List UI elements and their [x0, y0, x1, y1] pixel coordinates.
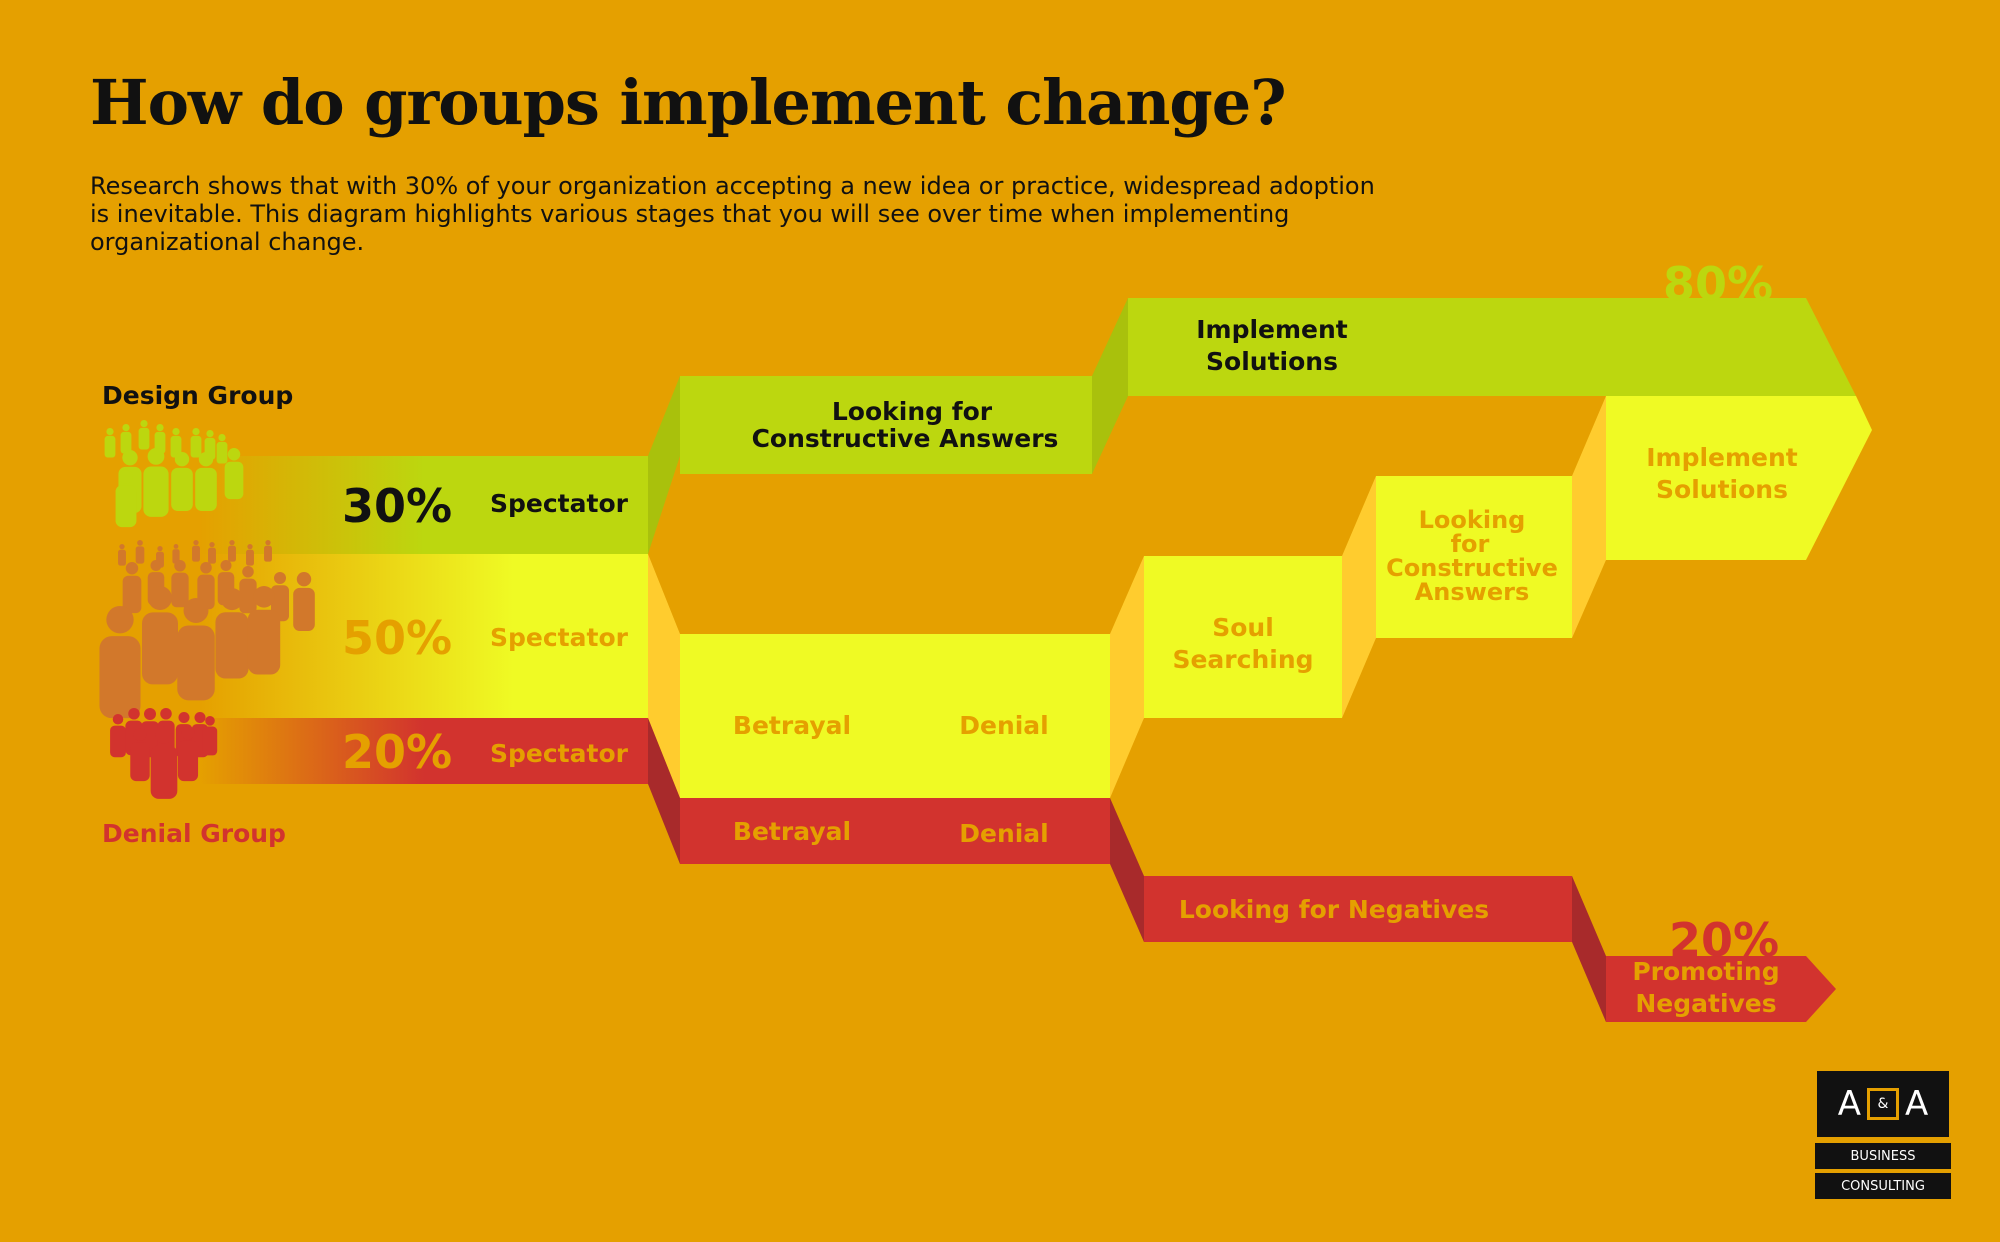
looking2-line4: Answers — [1415, 578, 1530, 606]
yellow-stage-betrayal-denial — [680, 634, 1110, 798]
logo-letter-left: A — [1837, 1084, 1861, 1124]
looking2-line3: Constructive — [1386, 554, 1558, 582]
red-betrayal-label: Betrayal — [733, 817, 851, 846]
yellow-start-label: Spectator — [490, 623, 629, 652]
yellow-stage-soul — [1144, 556, 1342, 718]
logo-ampersand: & — [1867, 1088, 1899, 1120]
red-stage-negatives — [1144, 876, 1572, 942]
green-start-pct: 30% — [342, 479, 452, 533]
green-looking-line1: Looking for — [832, 397, 993, 426]
green-looking-line2: Constructive Answers — [752, 424, 1059, 453]
red-connector-3 — [1572, 876, 1606, 1022]
yellow-stage-implement — [1606, 396, 1872, 560]
spectator-group-people-icon — [99, 540, 315, 719]
company-logo: A & A BUSINESS CONSULTING — [1815, 1069, 1951, 1199]
implement2-line2: Solutions — [1656, 475, 1788, 504]
yellow-betrayal-label: Betrayal — [733, 711, 851, 740]
red-stage-betrayal-denial — [680, 798, 1110, 864]
looking2-line2: for — [1451, 530, 1490, 558]
green-end-pct: 80% — [1663, 257, 1773, 311]
logo-line-consulting: CONSULTING — [1815, 1173, 1951, 1199]
soul-line2: Searching — [1172, 645, 1313, 674]
soul-line1: Soul — [1212, 613, 1274, 642]
yellow-stage-looking — [1376, 476, 1572, 638]
green-implement-line2: Solutions — [1206, 347, 1338, 376]
denial-group-people-icon — [110, 708, 218, 799]
red-end-pct: 20% — [1669, 913, 1779, 967]
green-implement-line1: Implement — [1196, 315, 1348, 344]
green-connector-2 — [1092, 298, 1128, 474]
negatives-label: Looking for Negatives — [1179, 895, 1489, 924]
red-connector-1 — [648, 718, 680, 864]
looking2-line1: Looking — [1419, 506, 1526, 534]
design-group-people-icon — [104, 420, 244, 528]
yellow-connector-2 — [1110, 556, 1144, 798]
logo-mark: A & A — [1815, 1069, 1951, 1139]
denial-group-label: Denial Group — [102, 819, 286, 848]
red-start-label: Spectator — [490, 739, 629, 768]
logo-line-business: BUSINESS — [1815, 1143, 1951, 1169]
green-stage-implement — [1128, 298, 1856, 396]
promoting-line1: Promoting — [1632, 957, 1779, 986]
implement2-line1: Implement — [1646, 443, 1798, 472]
yellow-connector-1 — [648, 554, 680, 798]
promoting-line2: Negatives — [1635, 989, 1776, 1018]
design-group-label: Design Group — [102, 381, 293, 410]
red-denial-label: Denial — [959, 819, 1049, 848]
start-band-green — [200, 456, 648, 554]
green-start-label: Spectator — [490, 489, 629, 518]
red-connector-2 — [1110, 798, 1144, 942]
logo-letter-right: A — [1905, 1084, 1929, 1124]
page-subtitle: Research shows that with 30% of your org… — [90, 172, 1375, 256]
red-stage-promoting — [1606, 956, 1836, 1022]
yellow-connector-4 — [1572, 396, 1606, 638]
red-start-pct: 20% — [342, 725, 452, 779]
green-connector-1 — [648, 376, 680, 554]
yellow-connector-3 — [1342, 476, 1376, 718]
yellow-denial-label: Denial — [959, 711, 1049, 740]
page-title: How do groups implement change? — [90, 66, 1287, 139]
green-stage-looking — [680, 376, 1092, 474]
yellow-start-pct: 50% — [342, 611, 452, 665]
start-band-red — [200, 718, 648, 784]
